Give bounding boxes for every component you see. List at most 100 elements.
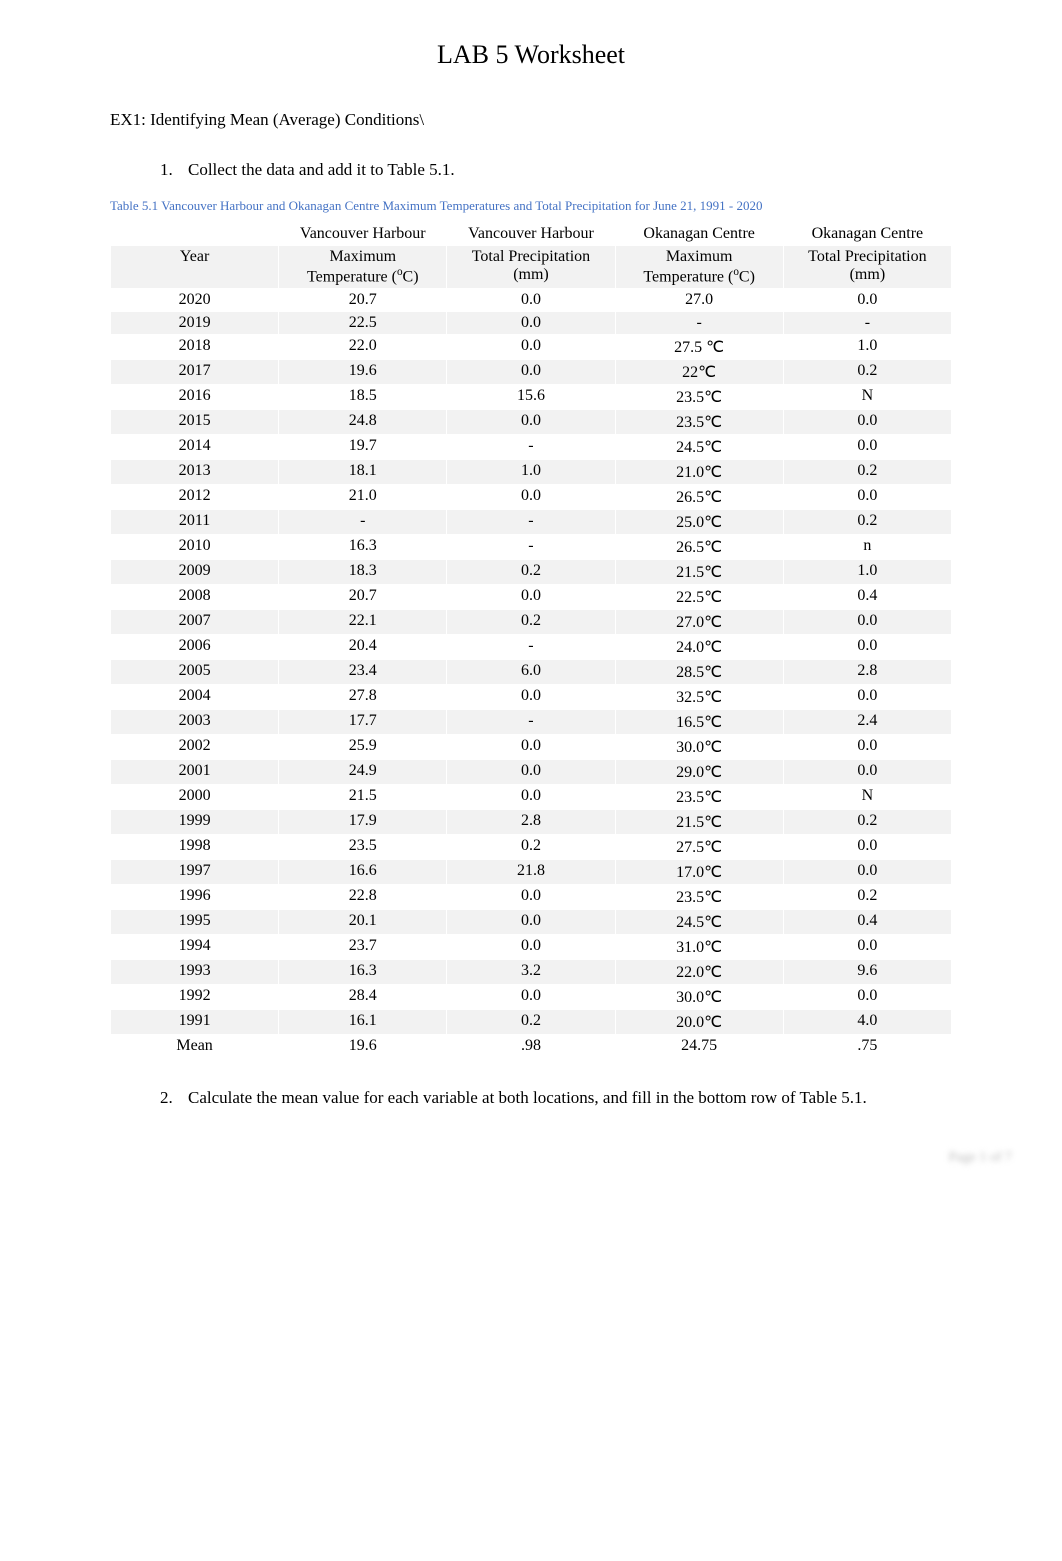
table-row: 201922.50.0-- (111, 312, 952, 335)
table-header2-vh-temp: MaximumTemperature (oC) (279, 246, 447, 289)
table-cell: 26.5℃ (615, 535, 783, 560)
table-cell: 0.0 (447, 685, 615, 710)
table-cell: 0.2 (447, 835, 615, 860)
table-cell: 2010 (111, 535, 279, 560)
page-footer: Page 1 of 7 (949, 1150, 1012, 1166)
table-header2-year: Year (111, 246, 279, 289)
list-item-1-text: Collect the data and add it to Table 5.1… (188, 160, 455, 180)
table-cell: 24.5℃ (615, 910, 783, 935)
table-cell: 21.0℃ (615, 460, 783, 485)
table-row: 200620.4-24.0℃0.0 (111, 635, 952, 660)
table-cell: 0.0 (783, 935, 951, 960)
table-cell: 23.5℃ (615, 785, 783, 810)
table-cell: - (447, 635, 615, 660)
table-cell: 18.3 (279, 560, 447, 585)
table-cell: 0.2 (783, 460, 951, 485)
table-cell: 2000 (111, 785, 279, 810)
table-row: 201016.3-26.5℃n (111, 535, 952, 560)
table-cell: 23.4 (279, 660, 447, 685)
table-cell: 2019 (111, 312, 279, 335)
table-cell: 0.0 (783, 735, 951, 760)
list-item-1: 1. Collect the data and add it to Table … (160, 160, 952, 180)
table-cell: 1997 (111, 860, 279, 885)
list-item-2-number: 2. (160, 1088, 188, 1108)
table-row: 200225.90.030.0℃0.0 (111, 735, 952, 760)
table-cell: 23.5℃ (615, 410, 783, 435)
table-cell: - (447, 435, 615, 460)
table-cell: 19.6 (279, 1035, 447, 1058)
table-cell: 23.5℃ (615, 885, 783, 910)
table-cell: N (783, 785, 951, 810)
table-cell: 16.3 (279, 960, 447, 985)
table-cell: 0.0 (447, 485, 615, 510)
table-cell: 28.4 (279, 985, 447, 1010)
table-cell: 1.0 (447, 460, 615, 485)
table-cell: 0.0 (447, 785, 615, 810)
table-header1-cell: Vancouver Harbour (279, 223, 447, 246)
table-cell: 24.8 (279, 410, 447, 435)
table-cell: 0.0 (447, 735, 615, 760)
table-cell: 16.5℃ (615, 710, 783, 735)
table-cell: 2015 (111, 410, 279, 435)
table-cell: 0.0 (783, 985, 951, 1010)
table-cell: 21.8 (447, 860, 615, 885)
table-cell: 1992 (111, 985, 279, 1010)
table-cell: 27.5 ℃ (615, 335, 783, 360)
table-cell: - (279, 510, 447, 535)
table-cell: 0.0 (783, 835, 951, 860)
table-cell: 17.7 (279, 710, 447, 735)
table-cell: Mean (111, 1035, 279, 1058)
table-cell: 22.0℃ (615, 960, 783, 985)
table-cell: 2016 (111, 385, 279, 410)
table-cell: 23.5℃ (615, 385, 783, 410)
data-table: Vancouver HarbourVancouver HarbourOkanag… (110, 222, 952, 1058)
table-cell: 22.1 (279, 610, 447, 635)
table-cell: 2005 (111, 660, 279, 685)
table-row: 200317.7-16.5℃2.4 (111, 710, 952, 735)
table-cell: 6.0 (447, 660, 615, 685)
table-cell: 0.0 (447, 410, 615, 435)
table-cell: 27.0℃ (615, 610, 783, 635)
table-cell: 1993 (111, 960, 279, 985)
table-cell: 16.1 (279, 1010, 447, 1035)
table-cell: 21.5 (279, 785, 447, 810)
table-cell: 31.0℃ (615, 935, 783, 960)
table-row: 199823.50.227.5℃0.0 (111, 835, 952, 860)
table-cell: 0.0 (447, 760, 615, 785)
table-cell: 26.5℃ (615, 485, 783, 510)
table-cell: 1.0 (783, 335, 951, 360)
table-cell: 1991 (111, 1010, 279, 1035)
section-heading: EX1: Identifying Mean (Average) Conditio… (110, 110, 952, 130)
table-cell: 30.0℃ (615, 985, 783, 1010)
table-row: 201719.60.022℃0.2 (111, 360, 952, 385)
table-cell: - (447, 510, 615, 535)
table-row: 199716.621.817.0℃0.0 (111, 860, 952, 885)
table-cell: 24.75 (615, 1035, 783, 1058)
table-row: 200523.46.028.5℃2.8 (111, 660, 952, 685)
table-cell: 22.5 (279, 312, 447, 335)
table-cell: 2012 (111, 485, 279, 510)
table-cell: 25.9 (279, 735, 447, 760)
table-cell: 2014 (111, 435, 279, 460)
table-cell: - (783, 312, 951, 335)
table-header2-vh-precip: Total Precipitation (mm) (447, 246, 615, 289)
list-item-1-number: 1. (160, 160, 188, 180)
table-cell: 2002 (111, 735, 279, 760)
table-header1-cell: Vancouver Harbour (447, 223, 615, 246)
table-cell: 20.1 (279, 910, 447, 935)
table-cell: 18.5 (279, 385, 447, 410)
table-cell: 0.4 (783, 910, 951, 935)
table-cell: 22.5℃ (615, 585, 783, 610)
table-cell: 1996 (111, 885, 279, 910)
table-cell: 0.0 (447, 335, 615, 360)
table-cell: 0.0 (783, 289, 951, 312)
table-cell: 23.7 (279, 935, 447, 960)
table-header1-cell: Okanagan Centre (783, 223, 951, 246)
table-cell: 1.0 (783, 560, 951, 585)
table-header1-cell: Okanagan Centre (615, 223, 783, 246)
table-cell: 23.5 (279, 835, 447, 860)
table-row: 200722.10.227.0℃0.0 (111, 610, 952, 635)
table-row: 199622.80.023.5℃0.2 (111, 885, 952, 910)
table-caption: Table 5.1 Vancouver Harbour and Okanagan… (110, 198, 952, 214)
table-cell: 28.5℃ (615, 660, 783, 685)
